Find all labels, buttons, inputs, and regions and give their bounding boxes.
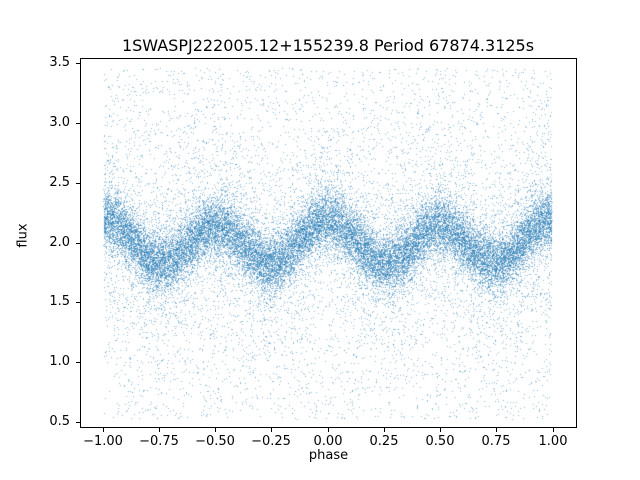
chart-title: 1SWASPJ222005.12+155239.8 Period 67874.3…	[121, 36, 535, 55]
x-tick-label: 0.25	[369, 434, 399, 449]
y-tick	[76, 302, 80, 303]
y-tick-label: 1.0	[49, 354, 70, 369]
y-tick-label: 3.5	[49, 55, 70, 70]
x-tick	[103, 428, 104, 432]
x-axis-label: phase	[308, 448, 349, 463]
x-tick-label: 0.50	[425, 434, 455, 449]
y-tick	[76, 362, 80, 363]
x-tick	[159, 428, 160, 432]
y-tick	[76, 63, 80, 64]
y-tick-label: 2.0	[49, 235, 70, 250]
y-tick	[76, 422, 80, 423]
x-tick-label: −0.75	[139, 434, 179, 449]
y-tick-label: 1.5	[49, 294, 70, 309]
x-tick-label: 0.00	[313, 434, 343, 449]
y-axis-label: flux	[15, 223, 31, 248]
x-tick-label: 0.75	[481, 434, 511, 449]
x-tick	[553, 428, 554, 432]
y-tick-label: 3.0	[49, 115, 70, 130]
y-tick-label: 0.5	[49, 414, 70, 429]
x-tick	[496, 428, 497, 432]
x-tick	[328, 428, 329, 432]
plot-area	[80, 58, 577, 428]
x-tick-label: 1.00	[538, 434, 568, 449]
x-tick	[271, 428, 272, 432]
y-tick	[76, 183, 80, 184]
x-tick	[215, 428, 216, 432]
x-tick-label: −1.00	[83, 434, 123, 449]
x-tick-label: −0.25	[251, 434, 291, 449]
x-tick	[384, 428, 385, 432]
x-tick	[440, 428, 441, 432]
y-tick	[76, 123, 80, 124]
x-tick-label: −0.50	[195, 434, 235, 449]
y-tick-label: 2.5	[49, 175, 70, 190]
scatter-points-canvas	[81, 59, 574, 425]
y-tick	[76, 243, 80, 244]
